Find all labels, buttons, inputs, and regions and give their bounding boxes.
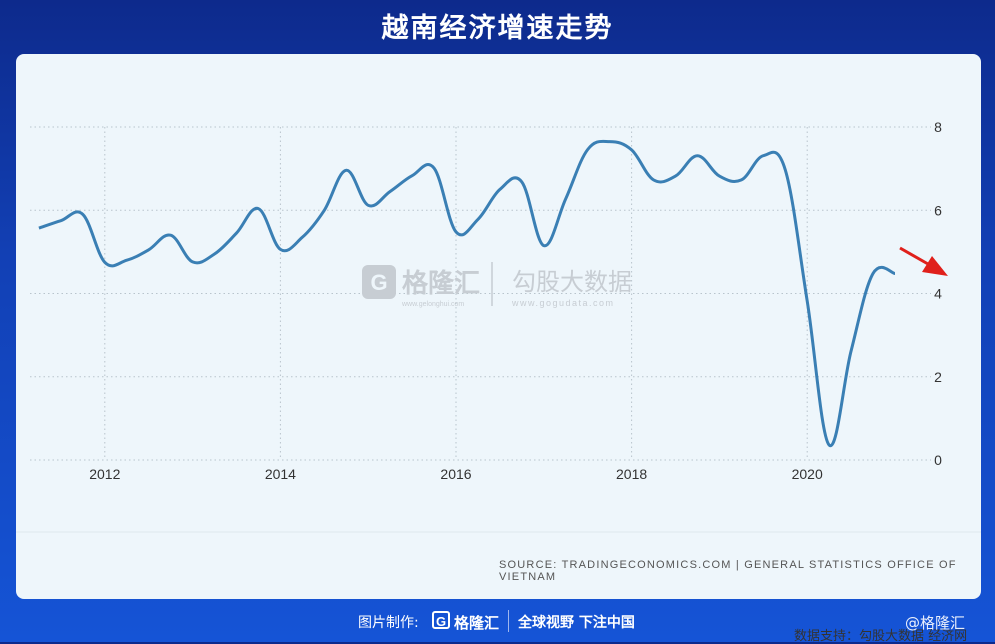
source-note: SOURCE: TRADINGECONOMICS.COM | GENERAL S… — [499, 559, 957, 583]
page-title: 越南经济增速走势 — [381, 13, 614, 44]
footer-slogan: 全球视野 下注中国 — [518, 615, 635, 631]
chart-panel: 0 2 4 6 8 2012 2014 2016 2018 2020 G 格隆汇 www.gelo… — [16, 54, 981, 644]
svg-text:G: G — [370, 270, 387, 295]
y-tick-label: 8 — [934, 119, 942, 135]
corner-watermark: @格隆汇 — [905, 614, 966, 632]
x-tick-label: 2012 — [89, 466, 120, 482]
watermark-gogudata: 勾股大数据 — [512, 268, 632, 296]
footer-divider — [508, 610, 509, 632]
x-tick-label: 2016 — [440, 466, 471, 482]
data-support-note: 数据支持：勾股大数据 经济网 — [794, 629, 968, 644]
y-tick-label: 6 — [934, 202, 942, 218]
red-arrow-head-icon — [922, 256, 948, 276]
x-tick-label: 2018 — [616, 466, 647, 482]
svg-text:www.gelonghui.com: www.gelonghui.com — [401, 301, 464, 308]
x-tick-label: 2020 — [792, 466, 823, 482]
gdp-growth-series-line — [38, 139, 896, 448]
red-arrow-icon — [899, 246, 929, 266]
made-by-label: 图片制作: — [358, 615, 419, 631]
x-tick-label: 2014 — [265, 466, 296, 482]
svg-text:www.gogudata.com: www.gogudata.com — [511, 298, 615, 308]
line-chart: 0 2 4 6 8 2012 2014 2016 2018 2020 G 格隆汇 www.gelo… — [16, 119, 981, 533]
gelonghui-icon: G — [432, 611, 450, 629]
y-tick-label: 0 — [934, 452, 942, 468]
footer-logo-text: 格隆汇 — [454, 614, 500, 632]
footer-bar: 图片制作: G 格隆汇 全球视野 下注中国 — [0, 604, 995, 642]
watermark: G 格隆汇 www.gelonghui.com 勾股大数据 www.goguda… — [362, 262, 632, 308]
y-tick-label: 4 — [934, 286, 942, 302]
watermark-gelonghui: 格隆汇 — [402, 268, 480, 299]
gelonghui-logo-icon — [362, 265, 396, 299]
y-tick-label: 2 — [934, 369, 942, 385]
